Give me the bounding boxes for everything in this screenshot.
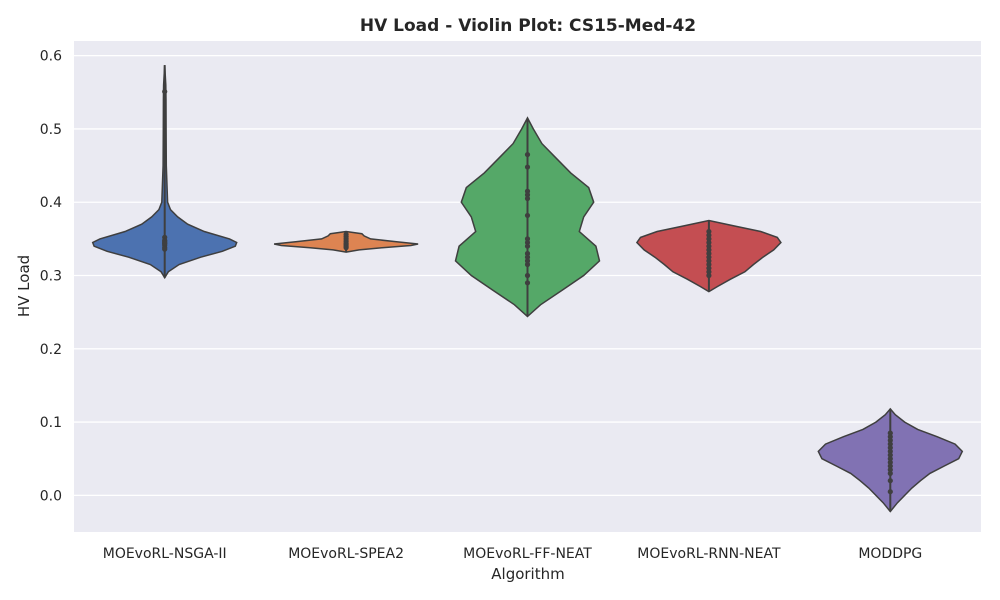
- data-point: [887, 463, 893, 469]
- y-tick-label: 0.0: [40, 488, 62, 504]
- violin-MOEvoRL-RNN-NEAT: [635, 219, 782, 293]
- data-point: [706, 254, 712, 260]
- data-point: [706, 236, 712, 242]
- data-point: [887, 452, 893, 458]
- violin-MOEvoRL-NSGA-II: [91, 65, 238, 280]
- data-point: [706, 243, 712, 249]
- data-point: [706, 265, 712, 271]
- data-point: [706, 228, 712, 235]
- violin-MOEvoRL-FF-NEAT: [454, 116, 601, 318]
- data-point: [524, 212, 531, 219]
- data-point: [162, 246, 168, 252]
- data-point: [887, 437, 893, 443]
- data-point: [887, 430, 893, 436]
- data-point: [524, 280, 531, 286]
- y-axis-label: HV Load: [15, 255, 33, 317]
- x-ticks: MOEvoRL-NSGA-II MOEvoRL-SPEA2 MOEvoRL-FF-N…: [103, 546, 923, 562]
- data-point: [343, 245, 349, 251]
- data-point: [524, 243, 531, 249]
- x-tick-label: MOEvoRL-SPEA2: [288, 546, 404, 562]
- violins: [91, 65, 964, 513]
- y-tick-label: 0.2: [40, 342, 62, 358]
- data-point: [706, 239, 712, 246]
- y-tick-label: 0.5: [40, 122, 62, 138]
- data-point: [524, 250, 531, 257]
- data-point: [887, 470, 893, 476]
- data-point: [706, 272, 712, 279]
- data-point: [887, 467, 893, 473]
- y-ticks: 0.0 0.1 0.2 0.3 0.4 0.5 0.6: [40, 49, 62, 505]
- data-point: [524, 164, 531, 170]
- data-point: [706, 247, 712, 253]
- x-tick-label: MODDPG: [858, 546, 922, 562]
- data-point: [524, 261, 531, 268]
- x-tick-label: MOEvoRL-RNN-NEAT: [637, 546, 781, 562]
- data-point: [524, 195, 531, 202]
- data-point: [524, 188, 531, 194]
- violin-MOEvoRL-SPEA2: [273, 230, 419, 253]
- data-point: [524, 254, 531, 260]
- data-point: [162, 240, 168, 246]
- data-point: [887, 459, 893, 465]
- y-tick-label: 0.3: [40, 269, 62, 285]
- y-tick-label: 0.4: [40, 195, 62, 211]
- x-tick-label: MOEvoRL-NSGA-II: [103, 546, 227, 562]
- data-point: [524, 151, 531, 158]
- data-point: [887, 434, 893, 440]
- data-point: [887, 448, 893, 454]
- data-point: [524, 272, 531, 279]
- data-point: [706, 269, 712, 275]
- data-point: [706, 261, 712, 268]
- data-point: [706, 232, 712, 238]
- data-point: [706, 258, 712, 264]
- data-point: [524, 236, 531, 242]
- data-point: [887, 489, 893, 495]
- chart-title: HV Load - Violin Plot: CS15-Med-42: [360, 16, 696, 36]
- x-tick-label: MOEvoRL-FF-NEAT: [463, 546, 592, 562]
- data-point: [706, 250, 712, 257]
- y-tick-label: 0.6: [40, 49, 62, 65]
- data-point: [524, 192, 531, 198]
- data-point: [887, 445, 893, 451]
- y-tick-label: 0.1: [40, 415, 62, 431]
- data-point: [887, 456, 893, 462]
- data-point: [887, 441, 893, 447]
- violin-MODDPG: [817, 407, 964, 513]
- data-point: [524, 258, 531, 264]
- data-point: [162, 88, 168, 95]
- x-axis-label: Algorithm: [491, 565, 564, 583]
- data-point: [887, 478, 893, 484]
- data-point: [524, 239, 531, 246]
